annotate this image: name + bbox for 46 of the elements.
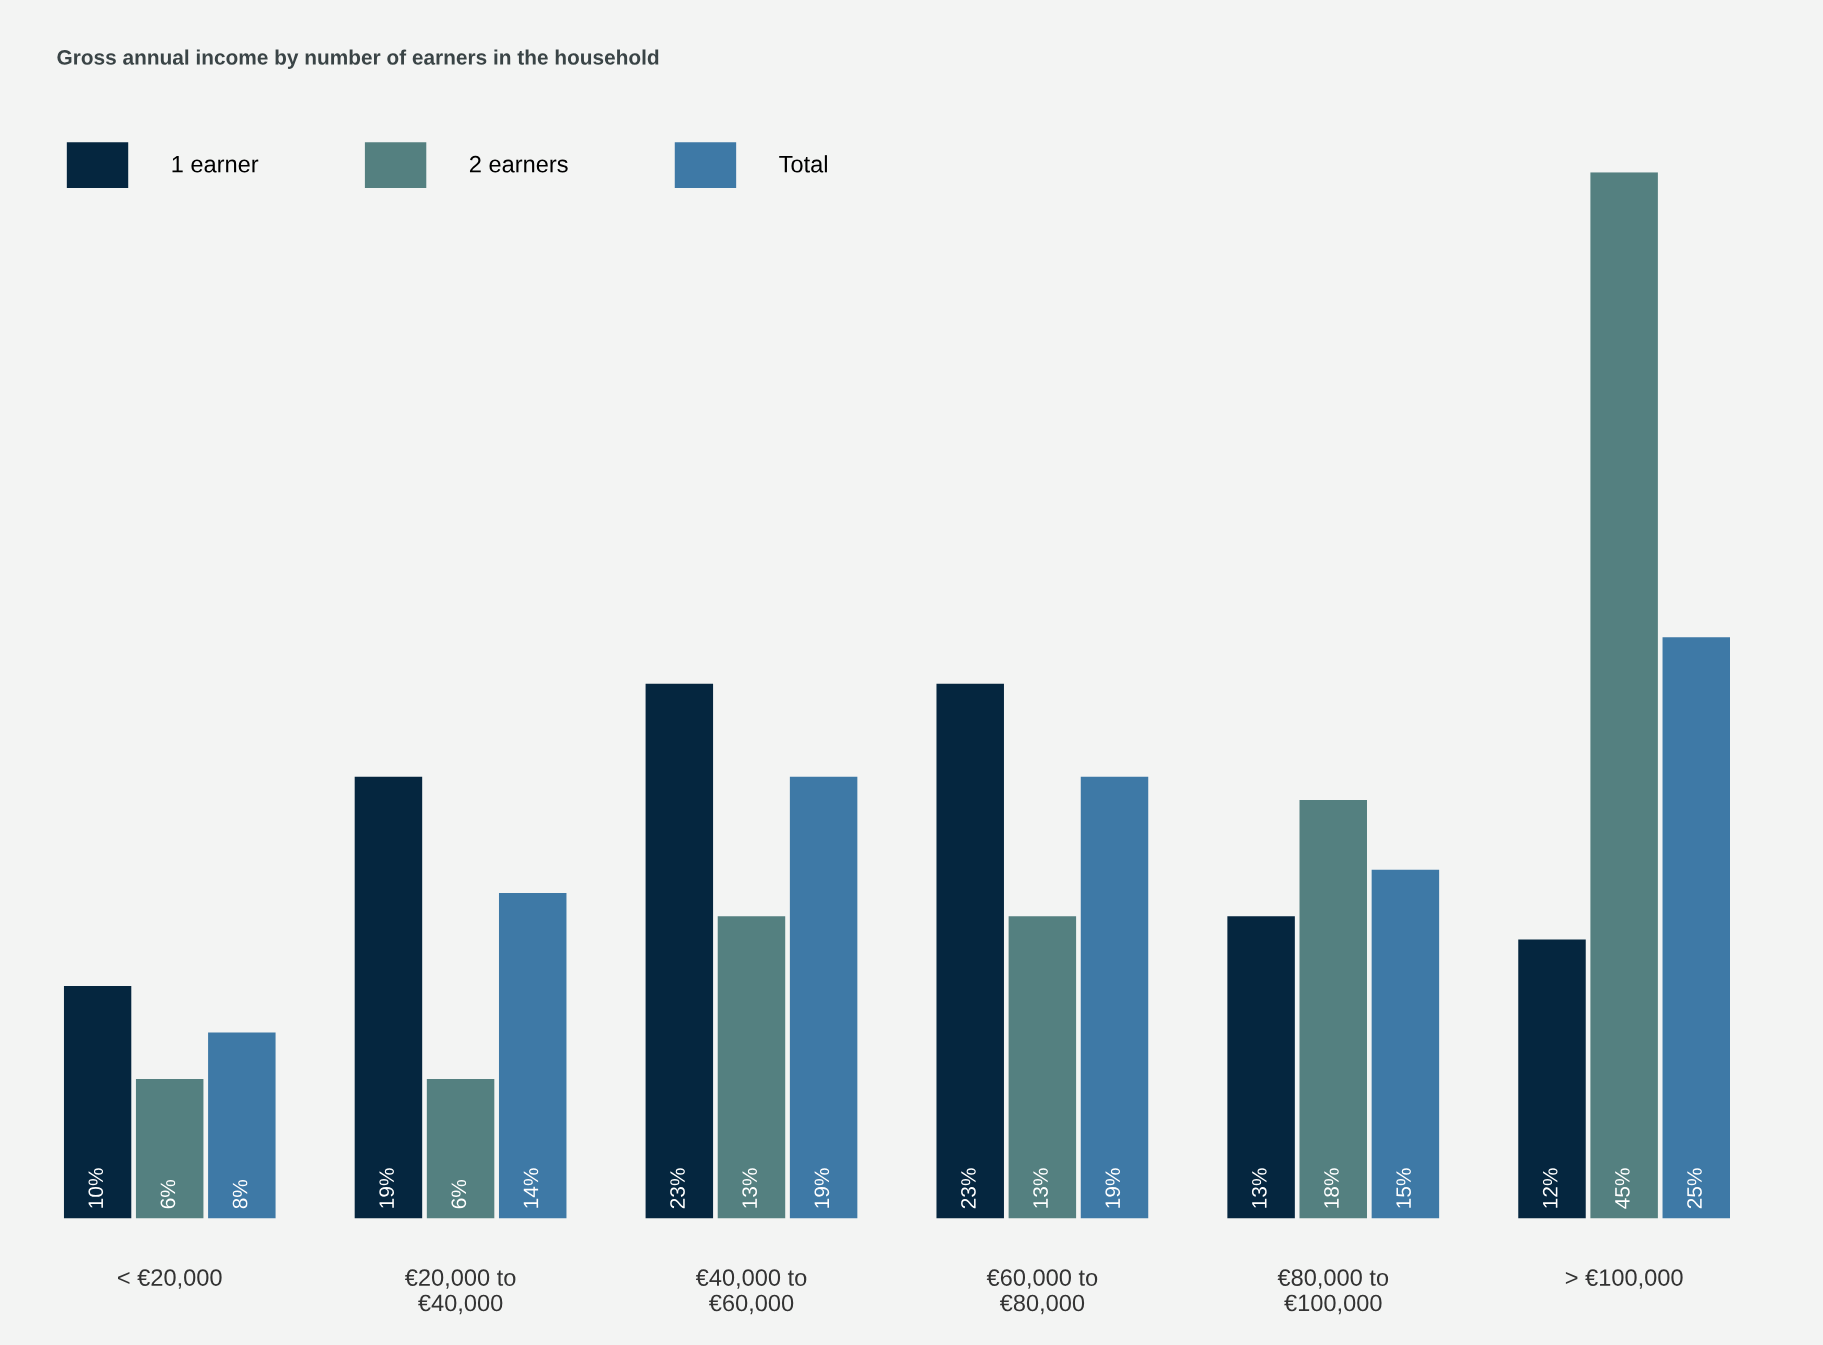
legend-label: Total <box>779 155 827 173</box>
bar <box>135 1079 204 1219</box>
legend-label: 1 earner <box>172 156 259 173</box>
data-label: 14% <box>523 1168 539 1208</box>
data-label: 19% <box>814 1168 830 1208</box>
x-tick-label: €80,000 to €100,000 <box>1277 1269 1389 1315</box>
data-label: 45% <box>1615 1168 1630 1209</box>
x-tick-label: < €20,000 <box>118 1269 222 1289</box>
bar <box>717 916 786 1219</box>
x-tick-label: €60,000 to €80,000 <box>986 1269 1098 1315</box>
data-label: 13% <box>1033 1168 1048 1208</box>
data-label: 19% <box>379 1168 395 1208</box>
bar <box>63 986 132 1219</box>
bar <box>426 1079 495 1219</box>
bar <box>1590 172 1658 1219</box>
x-tick-label: €40,000 to €60,000 <box>695 1269 807 1315</box>
bar <box>1008 916 1077 1219</box>
data-label: 15% <box>1396 1168 1411 1208</box>
bar <box>1371 869 1440 1219</box>
x-tick-label: > €100,000 <box>1565 1269 1683 1289</box>
data-label: 6% <box>160 1179 176 1209</box>
legend-label: 2 earners <box>469 155 568 173</box>
data-label: 10% <box>88 1168 104 1208</box>
data-label: 12% <box>1542 1168 1558 1208</box>
bar <box>789 776 858 1219</box>
bar <box>1299 800 1367 1219</box>
bar <box>1080 776 1149 1219</box>
bar <box>1662 637 1731 1219</box>
data-label: 6% <box>451 1179 467 1209</box>
x-tick-label: €20,000 to €40,000 <box>404 1269 516 1315</box>
bar <box>1518 939 1586 1219</box>
bar <box>208 1032 276 1219</box>
bar <box>498 893 567 1219</box>
bar <box>645 683 714 1219</box>
bar <box>1227 916 1295 1219</box>
data-label: 23% <box>670 1168 685 1209</box>
data-label: 13% <box>742 1168 758 1208</box>
data-label: 18% <box>1324 1168 1339 1208</box>
data-label: 25% <box>1687 1168 1702 1209</box>
bar <box>936 683 1004 1219</box>
data-label: 19% <box>1105 1168 1121 1208</box>
chart-title: Gross annual income by number of earners in the household <box>57 49 659 69</box>
bar <box>354 776 423 1219</box>
data-label: 8% <box>232 1179 248 1209</box>
data-label: 23% <box>961 1168 976 1209</box>
data-label: 13% <box>1251 1168 1267 1208</box>
